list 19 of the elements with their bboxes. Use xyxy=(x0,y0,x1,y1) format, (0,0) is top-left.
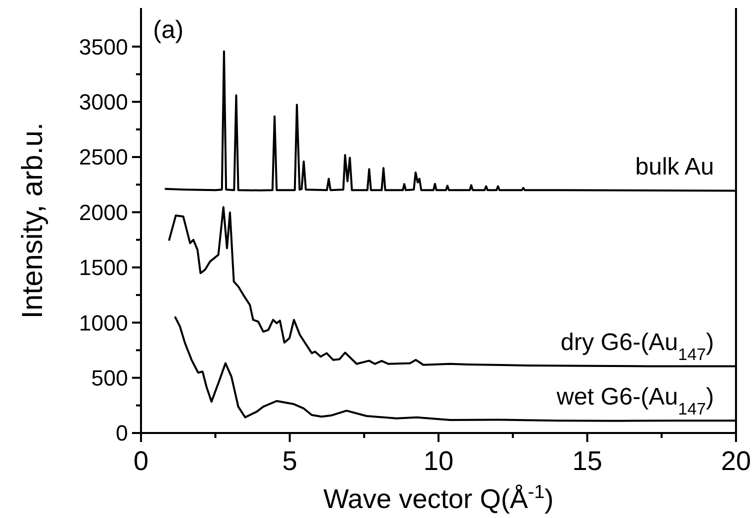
x-tick-label: 10 xyxy=(423,446,454,476)
x-tick-label: 20 xyxy=(720,446,752,476)
x-tick-label: 5 xyxy=(282,446,298,476)
y-tick-label: 1000 xyxy=(79,310,128,336)
y-tick-label: 0 xyxy=(116,420,128,446)
y-tick-label: 2000 xyxy=(79,200,128,225)
x-axis-title: Wave vector Q(Å$^{-1}$) xyxy=(323,482,554,514)
y-tick-label: 1500 xyxy=(79,255,128,280)
series-label: dry G6-(Au$_{147}$) xyxy=(560,329,714,364)
y-tick-label: 3000 xyxy=(79,90,128,115)
y-axis-title: Intensity, arb.u. xyxy=(17,122,49,319)
x-tick-label: 15 xyxy=(572,446,602,476)
y-tick-label: 500 xyxy=(91,366,128,391)
series-label: wet G6-(Au$_{147}$) xyxy=(556,384,714,418)
annotation: (a) xyxy=(153,16,184,44)
x-tick-label: 0 xyxy=(133,446,149,476)
y-tick-label: 3500 xyxy=(79,34,128,60)
y-tick-label: 2500 xyxy=(79,144,128,170)
series-label: bulk Au xyxy=(635,154,714,181)
